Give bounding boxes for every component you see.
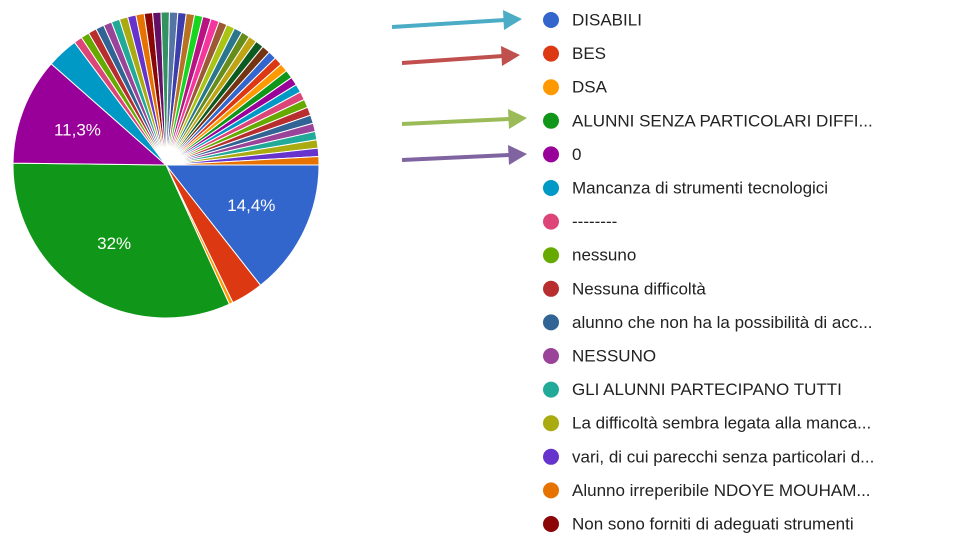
- legend-marker: [543, 247, 559, 264]
- legend-marker: [543, 482, 559, 499]
- legend-marker: [543, 12, 559, 28]
- legend-label: Nessuna difficoltà: [572, 279, 706, 298]
- legend-label: --------: [572, 212, 617, 231]
- legend-label: nessuno: [572, 246, 636, 265]
- legend-marker: [543, 213, 559, 230]
- arrow: [401, 54, 504, 65]
- legend-marker: [543, 314, 559, 331]
- legend-label: ALUNNI SENZA PARTICOLARI DIFFI...: [572, 111, 873, 130]
- pie-slice: [164, 164, 320, 287]
- legend-marker: [543, 381, 559, 398]
- pie-slice: [12, 63, 168, 166]
- legend-marker: [543, 146, 559, 163]
- legend-label: La difficoltà sembra legata alla manca..…: [572, 414, 871, 433]
- legend-label: 0: [572, 145, 581, 164]
- legend-marker: [543, 415, 559, 432]
- legend-label: Mancanza di strumenti tecnologici: [572, 178, 828, 197]
- legend-marker: [543, 348, 559, 364]
- arrow-head: [503, 10, 522, 30]
- arrow-head: [508, 109, 527, 129]
- legend-marker: [543, 448, 559, 465]
- legend-label: BES: [572, 44, 606, 63]
- legend-label: alunno che non ha la possibilità di acc.…: [572, 313, 873, 332]
- arrow: [401, 117, 511, 126]
- arrow-head: [501, 46, 520, 66]
- legend-marker: [543, 280, 559, 297]
- arrow: [391, 18, 506, 29]
- legend-label: DISABILI: [572, 10, 642, 29]
- legend-marker: [543, 45, 559, 62]
- legend-label: NESSUNO: [572, 346, 656, 365]
- legend-label: vari, di cui parecchi senza particolari …: [572, 447, 874, 466]
- legend-label: Non sono forniti di adeguati strumenti: [572, 514, 854, 533]
- pie-slice: [165, 156, 320, 166]
- legend-marker: [543, 180, 559, 196]
- legend-marker: [543, 516, 559, 532]
- legend-marker: [543, 79, 559, 96]
- arrow-head: [508, 145, 527, 165]
- legend-label: GLI ALUNNI PARTECIPANO TUTTI: [572, 380, 842, 399]
- annotation-arrows: [391, 10, 527, 165]
- legend-marker: [543, 112, 559, 129]
- slice-label: 14,4%: [227, 196, 275, 215]
- legend-label: DSA: [572, 78, 608, 97]
- arrow: [401, 153, 511, 162]
- legend-label: Alunno irreperibile NDOYE MOUHAM...: [572, 481, 871, 500]
- pie-slice: [12, 162, 231, 319]
- slice-label: 11,3%: [54, 120, 101, 139]
- slice-label: 32%: [97, 234, 131, 253]
